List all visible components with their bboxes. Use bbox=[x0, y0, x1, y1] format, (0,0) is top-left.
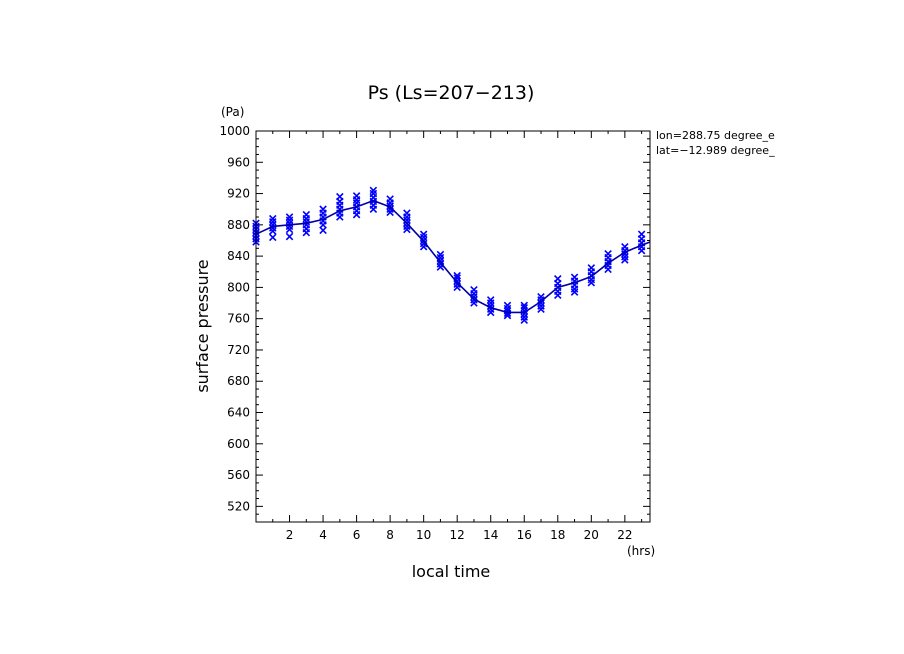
x-axis-label: local time bbox=[412, 562, 491, 581]
data-point bbox=[269, 214, 277, 223]
data-point bbox=[285, 232, 294, 241]
y-tick-label: 640 bbox=[227, 406, 250, 420]
annotation-lon: lon=288.75 degree_e bbox=[656, 129, 775, 142]
data-point bbox=[520, 303, 529, 312]
data-point bbox=[604, 250, 612, 258]
data-point bbox=[285, 216, 294, 224]
x-tick-label: 2 bbox=[286, 528, 294, 542]
data-point bbox=[621, 256, 629, 264]
y-tick-label: 840 bbox=[227, 249, 250, 263]
y-tick-label: 800 bbox=[227, 280, 250, 294]
data-point bbox=[621, 253, 629, 261]
plot-frame bbox=[255, 130, 651, 523]
x-tick-label: 16 bbox=[517, 528, 532, 542]
data-point bbox=[369, 186, 378, 195]
y-unit-label: (Pa) bbox=[221, 105, 244, 119]
data-point bbox=[386, 195, 394, 203]
x-tick-label: 10 bbox=[416, 528, 431, 542]
data-point bbox=[436, 250, 445, 259]
data-point bbox=[336, 192, 344, 201]
data-point bbox=[520, 316, 529, 325]
y-tick-label: 760 bbox=[227, 312, 250, 326]
x-tick-label: 14 bbox=[483, 528, 498, 542]
data-point bbox=[453, 280, 461, 289]
annotation-lat: lat=−12.989 degree_ bbox=[656, 144, 775, 157]
data-point bbox=[520, 313, 529, 321]
data-point bbox=[386, 205, 394, 213]
y-tick-label: 880 bbox=[227, 218, 250, 232]
data-point bbox=[352, 192, 361, 200]
y-tick-label: 520 bbox=[227, 499, 250, 513]
data-point bbox=[453, 271, 461, 280]
data-point bbox=[637, 230, 646, 238]
data-point bbox=[319, 205, 327, 213]
data-point bbox=[520, 301, 529, 310]
data-point bbox=[403, 222, 411, 231]
x-tick-label: 4 bbox=[319, 528, 327, 542]
axis-ticks: 520 560 600 640 680 720 760 800 840 880 920 960 1000… bbox=[219, 124, 650, 542]
data-point bbox=[269, 227, 277, 235]
data-point bbox=[269, 233, 277, 242]
y-tick-label: 680 bbox=[227, 374, 250, 388]
x-unit-label: (hrs) bbox=[627, 544, 655, 558]
data-point bbox=[537, 299, 545, 307]
data-point bbox=[269, 217, 277, 226]
data-point bbox=[470, 293, 478, 301]
data-point bbox=[587, 278, 596, 287]
x-tick-label: 6 bbox=[353, 528, 361, 542]
data-point bbox=[285, 225, 294, 234]
y-tick-label: 720 bbox=[227, 343, 250, 357]
series-line bbox=[255, 199, 651, 314]
data-point bbox=[503, 301, 512, 310]
x-tick-label: 20 bbox=[584, 528, 599, 542]
data-point bbox=[486, 296, 495, 304]
data-point bbox=[403, 225, 411, 234]
data-point bbox=[419, 230, 428, 238]
data-point bbox=[302, 210, 311, 219]
data-point bbox=[285, 213, 294, 221]
data-marks bbox=[252, 186, 651, 325]
data-point bbox=[570, 273, 579, 281]
x-tick-label: 22 bbox=[617, 528, 632, 542]
data-point bbox=[587, 264, 596, 272]
y-tick-label: 920 bbox=[227, 187, 250, 201]
x-tick-label: 8 bbox=[386, 528, 394, 542]
data-point bbox=[419, 239, 428, 248]
data-point bbox=[369, 189, 378, 198]
data-point bbox=[503, 304, 512, 313]
y-axis-label: surface pressure bbox=[193, 259, 212, 392]
data-point bbox=[319, 226, 327, 235]
data-point bbox=[570, 288, 579, 296]
data-point bbox=[386, 208, 394, 217]
y-tick-label: 560 bbox=[227, 468, 250, 482]
data-point bbox=[403, 209, 411, 217]
y-tick-label: 600 bbox=[227, 437, 250, 451]
x-tick-label: 12 bbox=[450, 528, 465, 542]
y-tick-label: 960 bbox=[227, 155, 250, 169]
data-point bbox=[554, 275, 562, 283]
data-point bbox=[486, 299, 495, 307]
data-point bbox=[486, 308, 495, 317]
y-tick-label: 1000 bbox=[219, 124, 250, 138]
data-point bbox=[537, 305, 545, 314]
chart-title: Ps (Ls=207−213) bbox=[368, 82, 535, 104]
data-point bbox=[352, 199, 361, 207]
data-point bbox=[470, 285, 478, 294]
data-point bbox=[537, 302, 545, 310]
x-tick-label: 18 bbox=[550, 528, 565, 542]
data-point bbox=[621, 242, 629, 251]
